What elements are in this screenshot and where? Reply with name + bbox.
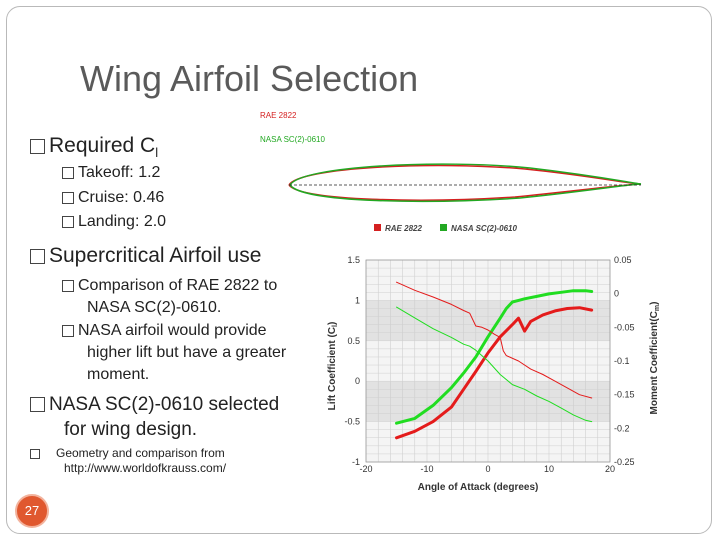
bullet-text-line3: moment.	[87, 366, 150, 383]
y-right-tick-label: -0.25	[614, 457, 635, 467]
checkbox-bullet-icon	[30, 248, 45, 264]
chart-legend: RAE 2822 NASA SC(2)-0610	[374, 224, 517, 233]
nasa-airfoil-upper-surface	[289, 163, 642, 186]
legend-label-nasa: NASA SC(2)-0610	[451, 224, 517, 233]
legend-label-rae: RAE 2822	[385, 224, 422, 233]
moment-curve-nasa	[396, 306, 593, 423]
x-tick-label: 10	[544, 464, 554, 474]
x-tick-label: -10	[420, 464, 433, 474]
bullet-landing: Landing: 2.0	[62, 213, 166, 231]
bullet-supercritical: Supercritical Airfoil use	[30, 244, 261, 268]
legend-swatch-nasa	[440, 224, 447, 231]
bullet-takeoff: Takeoff: 1.2	[62, 164, 160, 182]
airfoil-legend-nasa: NASA SC(2)-0610	[260, 135, 325, 144]
plot-border	[365, 259, 611, 463]
checkbox-bullet-icon	[30, 448, 40, 459]
bullet-comparison: Comparison of RAE 2822 to NASA SC(2)-061…	[62, 275, 277, 319]
x-tick-label: 20	[605, 464, 615, 474]
y-left-tick-label: 0	[355, 376, 360, 386]
page-number-badge: 27	[15, 494, 49, 528]
x-tick-label: -20	[359, 464, 372, 474]
checkbox-bullet-icon	[62, 166, 74, 179]
bullet-text-line1: Geometry and comparison from	[56, 446, 225, 460]
checkbox-bullet-icon	[30, 397, 45, 413]
y-axis-right-label-close: )	[649, 302, 660, 305]
bullet-selected: NASA SC(2)-0610 selected for wing design…	[30, 392, 279, 442]
y-axis-right-label-sub: m	[654, 305, 661, 311]
bullet-text: Landing: 2.0	[78, 213, 167, 230]
y-left-tick-label: 1.5	[347, 255, 360, 265]
y-right-tick-label: 0.05	[614, 255, 632, 265]
y-right-tick-label: -0.05	[614, 322, 635, 332]
lift-curve-nasa	[395, 289, 594, 425]
bullet-subscript: l	[155, 145, 159, 161]
y-right-tick-label: -0.1	[614, 356, 630, 366]
y-left-tick-label: -0.5	[344, 417, 360, 427]
y-axis-left-label-text: Lift Coefficient (C	[327, 327, 338, 410]
checkbox-bullet-icon	[62, 324, 74, 337]
y-axis-right-label-text: Moment Coefficient(C	[649, 311, 660, 414]
y-axis-left-label-close: )	[327, 322, 338, 325]
y-axis-right-label: Moment Coefficient(Cm)	[649, 302, 661, 415]
bullet-text-line1: NASA SC(2)-0610 selected	[49, 394, 280, 415]
checkbox-bullet-icon	[62, 279, 74, 292]
lift-curve-rae	[395, 306, 594, 440]
chart-series-group	[395, 281, 594, 440]
checkbox-bullet-icon	[30, 138, 45, 154]
bullet-text-line2: NASA SC(2)-0610.	[87, 299, 222, 316]
y-left-tick-label: 0.5	[347, 336, 360, 346]
bullet-text-line2: higher lift but have a greater	[87, 344, 287, 361]
nasa-airfoil-lower-surface	[289, 183, 642, 203]
bullet-text-line2: for wing design.	[64, 419, 198, 440]
y-right-tick-label: 0	[614, 289, 619, 299]
bullet-nasa-provide: NASA airfoil would provide higher lift b…	[62, 320, 286, 386]
airfoil-geometry-figure: RAE 2822 NASA SC(2)-0610	[260, 111, 642, 203]
bullet-text-line1: Comparison of RAE 2822 to	[78, 277, 278, 294]
bullet-text: Supercritical Airfoil use	[49, 244, 262, 267]
y-axis-left-label-sub: l	[332, 325, 339, 327]
bullet-required-cl: Required Cl	[30, 134, 158, 160]
moment-curve-rae	[396, 281, 593, 399]
bullet-text-line2: http://www.worldofkrauss.com/	[64, 461, 227, 475]
y-axis-left-label: Lift Coefficient (Cl)	[327, 322, 339, 411]
legend-swatch-rae	[374, 224, 381, 231]
y-left-tick-label: -1	[352, 457, 360, 467]
bullet-text-line1: NASA airfoil would provide	[78, 322, 267, 339]
y-right-tick-label: -0.2	[614, 423, 630, 433]
x-tick-label: 0	[485, 464, 490, 474]
x-axis-label: Angle of Attack (degrees)	[418, 482, 539, 493]
bullet-text: Cruise: 0.46	[78, 189, 165, 206]
y-right-tick-label: -0.15	[614, 390, 635, 400]
bullet-geometry-source: Geometry and comparison from http://www.…	[30, 446, 226, 476]
y-left-tick-label: 1	[355, 295, 360, 305]
airfoil-legend-rae: RAE 2822	[260, 111, 297, 120]
chart-tick-labels: -20 -10 0 10 20 1.5 1 0.5 0 -0.5 -1 0.05 0 -0.05 -0.1 -…	[344, 255, 634, 474]
checkbox-bullet-icon	[62, 191, 74, 204]
lift-moment-chart: RAE 2822 NASA SC(2)-0610 -20 -10 0 10 201.51…	[318, 218, 670, 498]
chart-gridlines	[365, 259, 611, 463]
bullet-cruise: Cruise: 0.46	[62, 189, 164, 207]
slide-title: Wing Airfoil Selection	[80, 58, 419, 99]
bullet-text: Takeoff: 1.2	[78, 164, 161, 181]
bullet-text: Required C	[49, 134, 156, 157]
checkbox-bullet-icon	[62, 215, 74, 228]
